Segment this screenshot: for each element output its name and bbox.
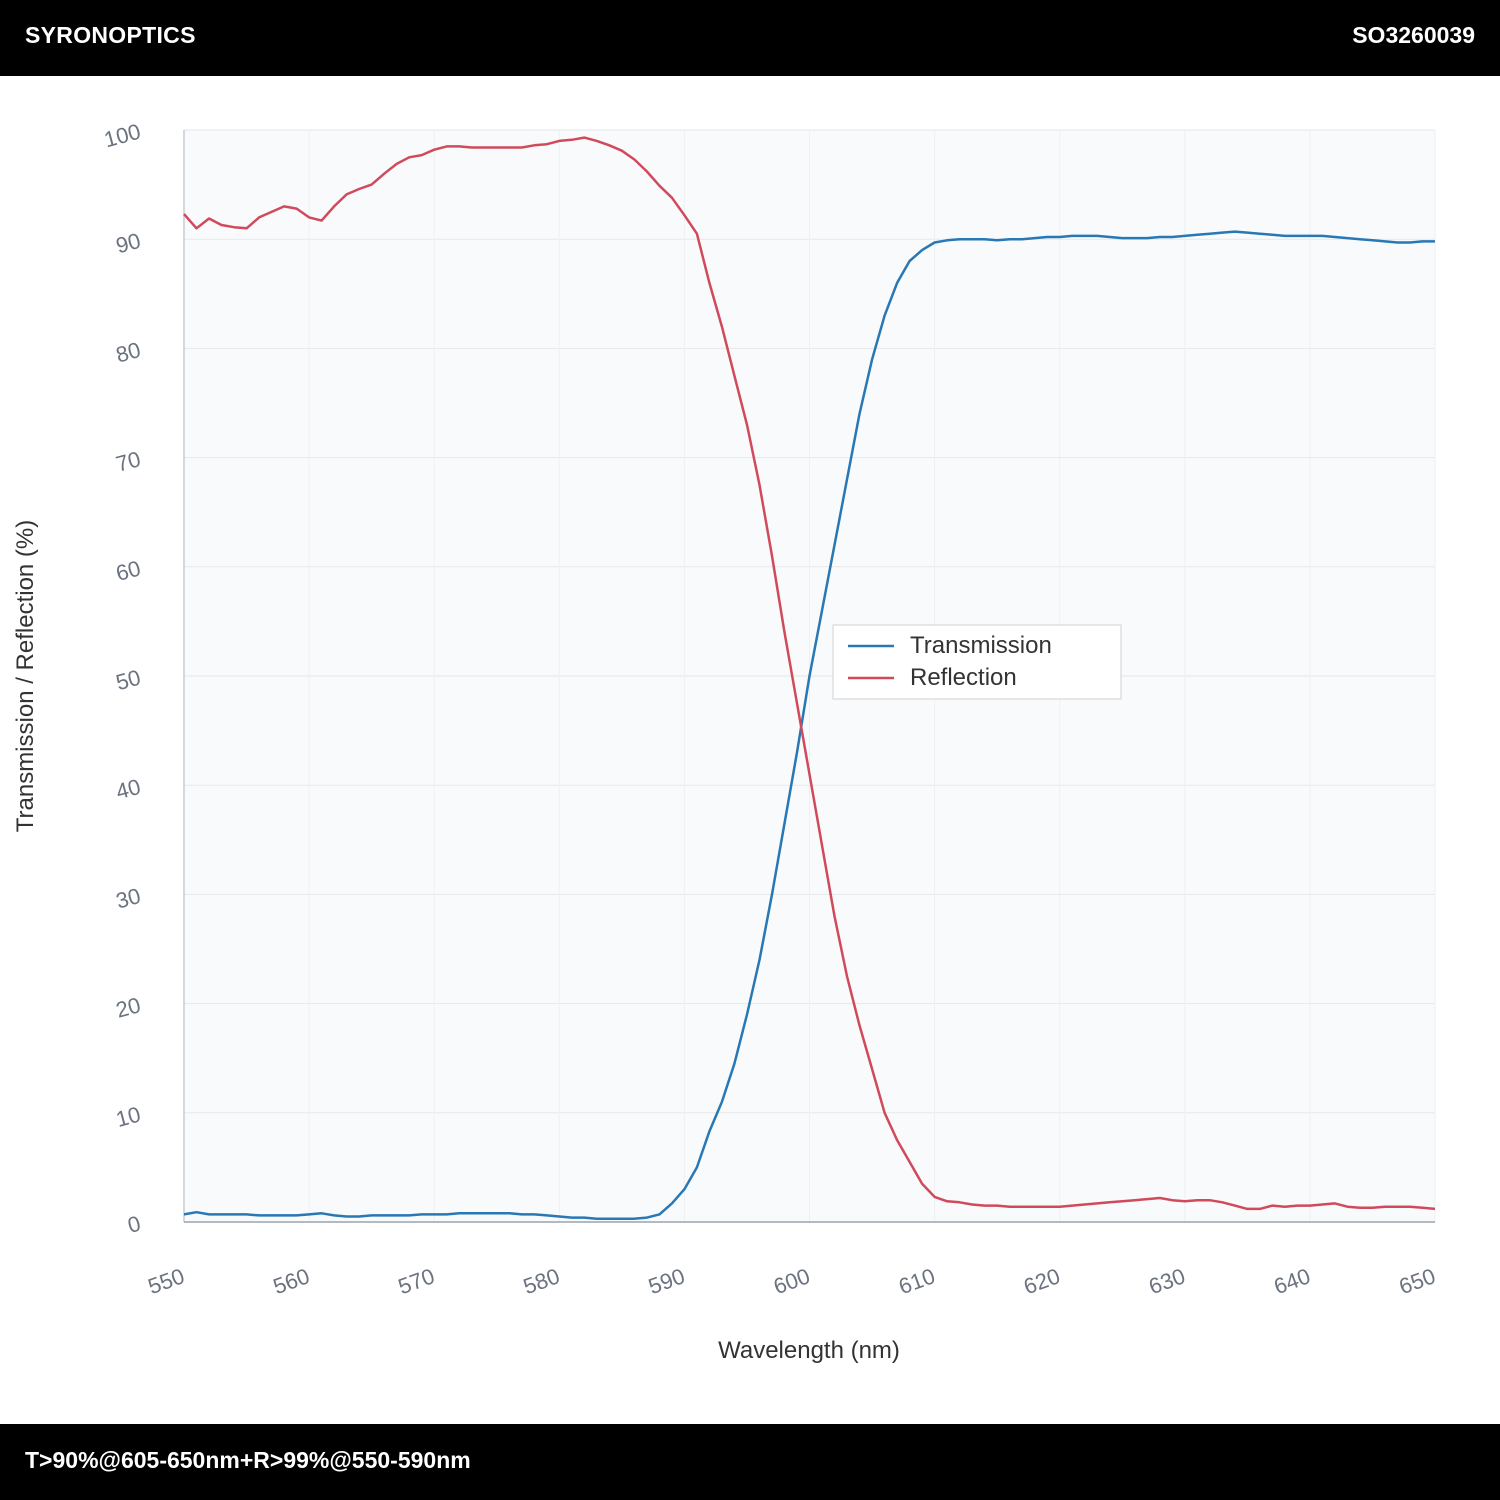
y-tick-label: 100: [101, 119, 143, 153]
x-tick-label: 640: [1271, 1263, 1314, 1299]
header-bar: SYRONOPTICS SO3260039: [0, 0, 1500, 76]
y-tick-label: 90: [113, 228, 143, 258]
y-tick-label: 10: [113, 1101, 143, 1131]
x-tick-label: 550: [145, 1263, 188, 1299]
x-tick-labels: 550 560 570 580 590 600 610 620 630 640 650: [145, 1263, 1439, 1299]
y-tick-label: 30: [113, 883, 143, 913]
grid: [184, 129, 1436, 1222]
x-tick-label: 600: [770, 1263, 813, 1299]
y-tick-label: 40: [113, 774, 143, 804]
y-tick-label: 0: [125, 1211, 143, 1238]
product-code: SO3260039: [1352, 22, 1475, 48]
spec-text: T>90%@605-650nm+R>99%@550-590nm: [25, 1447, 471, 1473]
legend-label-transmission: Transmission: [910, 632, 1052, 659]
x-tick-label: 630: [1145, 1263, 1188, 1299]
y-tick-label: 20: [113, 992, 143, 1022]
x-tick-label: 560: [270, 1263, 313, 1299]
legend: Transmission Reflection: [832, 624, 1122, 700]
brand-name: SYRONOPTICS: [25, 22, 196, 48]
legend-box: [832, 624, 1122, 700]
x-tick-label: 610: [895, 1263, 938, 1299]
series-line-transmission: [183, 230, 1435, 1220]
y-tick-label: 80: [113, 337, 143, 367]
x-tick-label: 580: [520, 1263, 563, 1299]
x-tick-label: 570: [395, 1263, 438, 1299]
x-tick-label: 590: [645, 1263, 688, 1299]
x-tick-label: 650: [1396, 1263, 1439, 1299]
series-lines: [183, 136, 1436, 1220]
y-tick-label: 60: [113, 555, 143, 585]
legend-label-reflection: Reflection: [910, 664, 1017, 691]
footer-bar: T>90%@605-650nm+R>99%@550-590nm: [0, 1424, 1500, 1500]
x-tick-label: 620: [1020, 1263, 1063, 1299]
y-tick-label: 70: [113, 446, 143, 476]
y-axis-title: Transmission / Reflection (%): [12, 520, 39, 833]
y-tick-label: 50: [113, 665, 143, 695]
y-tick-labels: 0 10 20 30 40 50 60 70 80 90 100: [101, 119, 143, 1238]
series-line-reflection: [183, 136, 1436, 1211]
x-axis-title: Wavelength (nm): [718, 1337, 900, 1364]
